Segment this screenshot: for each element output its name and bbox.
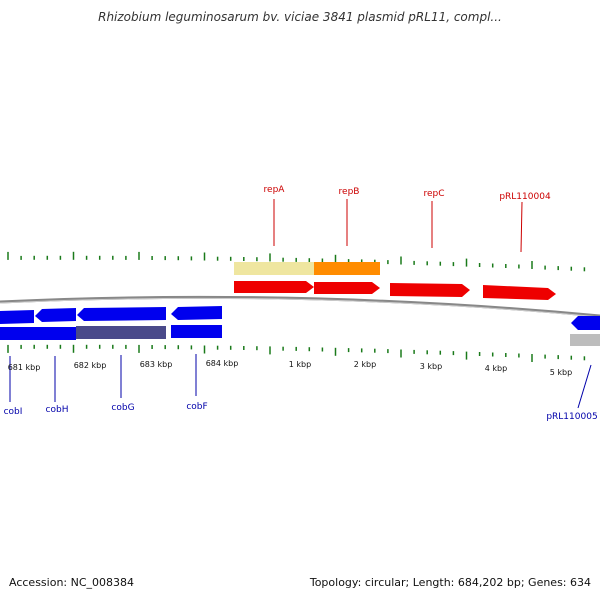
gene-block-orange[interactable] bbox=[314, 262, 380, 275]
scale-label-682kbp: 682 kbp bbox=[74, 361, 107, 370]
gene-label-repC[interactable]: repC bbox=[423, 189, 444, 199]
gene-label-pRL110005[interactable]: pRL110005 bbox=[546, 412, 597, 422]
gene-label-repA[interactable]: repA bbox=[264, 185, 286, 195]
leader-pRL110005 bbox=[577, 364, 592, 409]
gene-repA-arrow[interactable] bbox=[234, 281, 314, 293]
gene-label-cobF[interactable]: cobF bbox=[186, 402, 207, 412]
gene-cobH-arrow[interactable] bbox=[35, 308, 76, 322]
outer-tick-marks bbox=[7, 251, 586, 272]
scale-label-681kbp: 681 kbp bbox=[8, 363, 41, 372]
inner-tick-marks bbox=[7, 344, 586, 362]
scale-label-3kbp: 3 kbp bbox=[420, 362, 442, 371]
plasmid-backbone-highlight bbox=[0, 297, 600, 318]
leader-pRL110004 bbox=[520, 201, 523, 253]
scale-label-4kbp: 4 kbp bbox=[485, 364, 507, 373]
accession-label: Accession: NC_008384 bbox=[9, 576, 135, 589]
scale-label-2kbp: 2 kbp bbox=[354, 360, 376, 369]
plasmid-backbone bbox=[0, 295, 600, 318]
scale-label-5kbp: 5 kbp bbox=[550, 368, 572, 377]
topology-label: Topology: circular; Length: 684,202 bp; … bbox=[309, 576, 591, 589]
gene-block-tan[interactable] bbox=[234, 262, 314, 275]
gene-repC-arrow[interactable] bbox=[390, 283, 470, 297]
gene-label-repB[interactable]: repB bbox=[339, 187, 360, 197]
gene-block-purple[interactable] bbox=[76, 326, 166, 339]
gene-cobI-arrow[interactable] bbox=[0, 310, 34, 324]
gene-pRL110005-arrow[interactable] bbox=[571, 316, 600, 330]
scale-label-683kbp: 683 kbp bbox=[140, 360, 173, 369]
gene-label-pRL110004[interactable]: pRL110004 bbox=[499, 192, 551, 202]
gene-label-cobH[interactable]: cobH bbox=[46, 405, 69, 415]
gene-block-blue-a[interactable] bbox=[0, 327, 76, 340]
gene-repB-arrow[interactable] bbox=[314, 282, 380, 294]
gene-cobF-arrow[interactable] bbox=[171, 306, 222, 320]
map-title: Rhizobium leguminosarum bv. viciae 3841 … bbox=[98, 10, 502, 24]
gene-block-gray[interactable] bbox=[570, 334, 600, 346]
gene-label-cobG[interactable]: cobG bbox=[111, 403, 134, 413]
scale-label-684kbp: 684 kbp bbox=[206, 359, 239, 368]
gene-cobG-arrow[interactable] bbox=[77, 307, 166, 321]
gene-block-blue-b[interactable] bbox=[171, 325, 222, 338]
gene-label-cobI[interactable]: cobI bbox=[4, 407, 23, 417]
scale-label-1kbp: 1 kbp bbox=[289, 360, 311, 369]
gene-pRL110004-arrow[interactable] bbox=[483, 285, 556, 300]
